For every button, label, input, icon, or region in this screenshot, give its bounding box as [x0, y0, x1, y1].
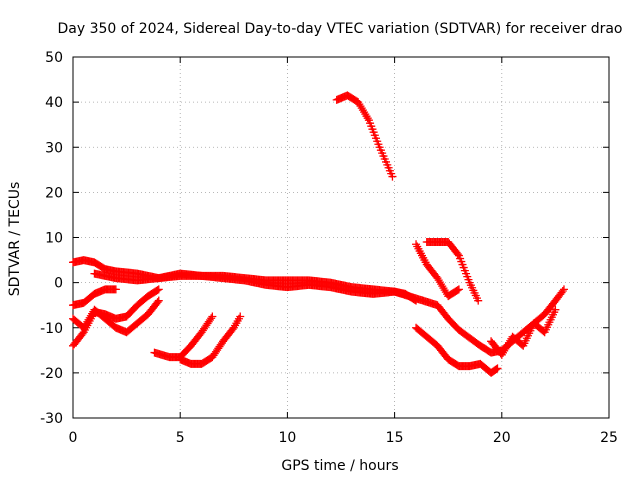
data-point	[154, 296, 163, 305]
y-ticks: -30 -20 -10 0 10 20 30 40 50	[40, 50, 609, 427]
series-left-1	[69, 285, 120, 310]
data-point	[79, 323, 88, 332]
data-point	[497, 350, 506, 359]
data-point	[453, 250, 462, 259]
data-point	[559, 285, 568, 294]
data-point	[435, 278, 444, 287]
chart-title: Day 350 of 2024, Sidereal Day-to-day VTE…	[57, 21, 622, 37]
data-point	[360, 108, 369, 117]
y-tick-label: 30	[45, 140, 63, 156]
y-tick-label: -30	[40, 411, 63, 427]
series-steep-2	[422, 238, 483, 305]
data-point	[84, 315, 93, 324]
data-point	[503, 340, 512, 349]
data-point	[361, 110, 370, 119]
data-point	[358, 106, 367, 115]
data-point	[86, 311, 95, 320]
data-point	[551, 305, 560, 314]
data-point	[355, 100, 364, 109]
data-point	[236, 312, 245, 321]
data-point	[80, 321, 89, 330]
data-marks	[69, 91, 568, 377]
x-tick-label: 10	[278, 430, 296, 446]
series-steep-1	[412, 240, 463, 301]
data-point	[474, 296, 483, 305]
series-spread-right	[487, 305, 560, 359]
data-point	[433, 274, 442, 283]
data-point	[357, 104, 366, 113]
y-tick-label: 40	[45, 95, 63, 111]
x-tick-label: 25	[600, 430, 618, 446]
y-tick-label: 0	[54, 276, 63, 292]
series-left-3	[69, 296, 163, 337]
x-tick-label: 15	[386, 430, 404, 446]
data-point	[438, 282, 447, 291]
series-low-right	[412, 323, 502, 377]
data-point	[363, 114, 372, 123]
data-point	[454, 285, 463, 294]
x-tick-label: 20	[493, 430, 511, 446]
data-point	[208, 312, 217, 321]
data-point	[504, 338, 513, 347]
data-point	[492, 365, 501, 374]
data-point	[82, 319, 91, 328]
data-point	[439, 284, 448, 293]
data-point	[434, 276, 443, 285]
data-point	[207, 314, 216, 323]
data-point	[388, 172, 397, 181]
data-point	[354, 98, 363, 107]
series-mid-1	[150, 312, 217, 362]
data-point	[453, 286, 462, 295]
data-point	[83, 317, 92, 326]
data-point	[500, 346, 509, 355]
y-tick-label: -20	[40, 366, 63, 382]
data-point	[153, 298, 162, 307]
data-point	[558, 287, 567, 296]
x-tick-label: 0	[69, 430, 78, 446]
y-tick-label: 50	[45, 50, 63, 66]
series-high-arc	[332, 91, 397, 181]
series-main-band-lower	[90, 269, 399, 298]
data-point	[437, 280, 446, 289]
y-tick-label: 10	[45, 231, 63, 247]
data-point	[501, 344, 510, 353]
y-axis-label: SDTVAR / TECUs	[7, 182, 23, 297]
data-point	[498, 348, 507, 357]
data-point	[356, 102, 365, 111]
x-ticks: 0 5 10 15 20 25	[69, 57, 618, 446]
data-point	[493, 364, 502, 373]
y-tick-label: -10	[40, 321, 63, 337]
x-axis-label: GPS time / hours	[281, 458, 398, 474]
data-point	[111, 285, 120, 294]
series-mid-2	[176, 312, 245, 368]
x-tick-label: 5	[176, 430, 185, 446]
y-tick-label: 20	[45, 185, 63, 201]
data-point	[154, 285, 163, 294]
data-point	[153, 286, 162, 295]
data-point	[85, 313, 94, 322]
data-point	[502, 342, 511, 351]
data-point	[362, 112, 371, 121]
data-point	[440, 286, 449, 295]
